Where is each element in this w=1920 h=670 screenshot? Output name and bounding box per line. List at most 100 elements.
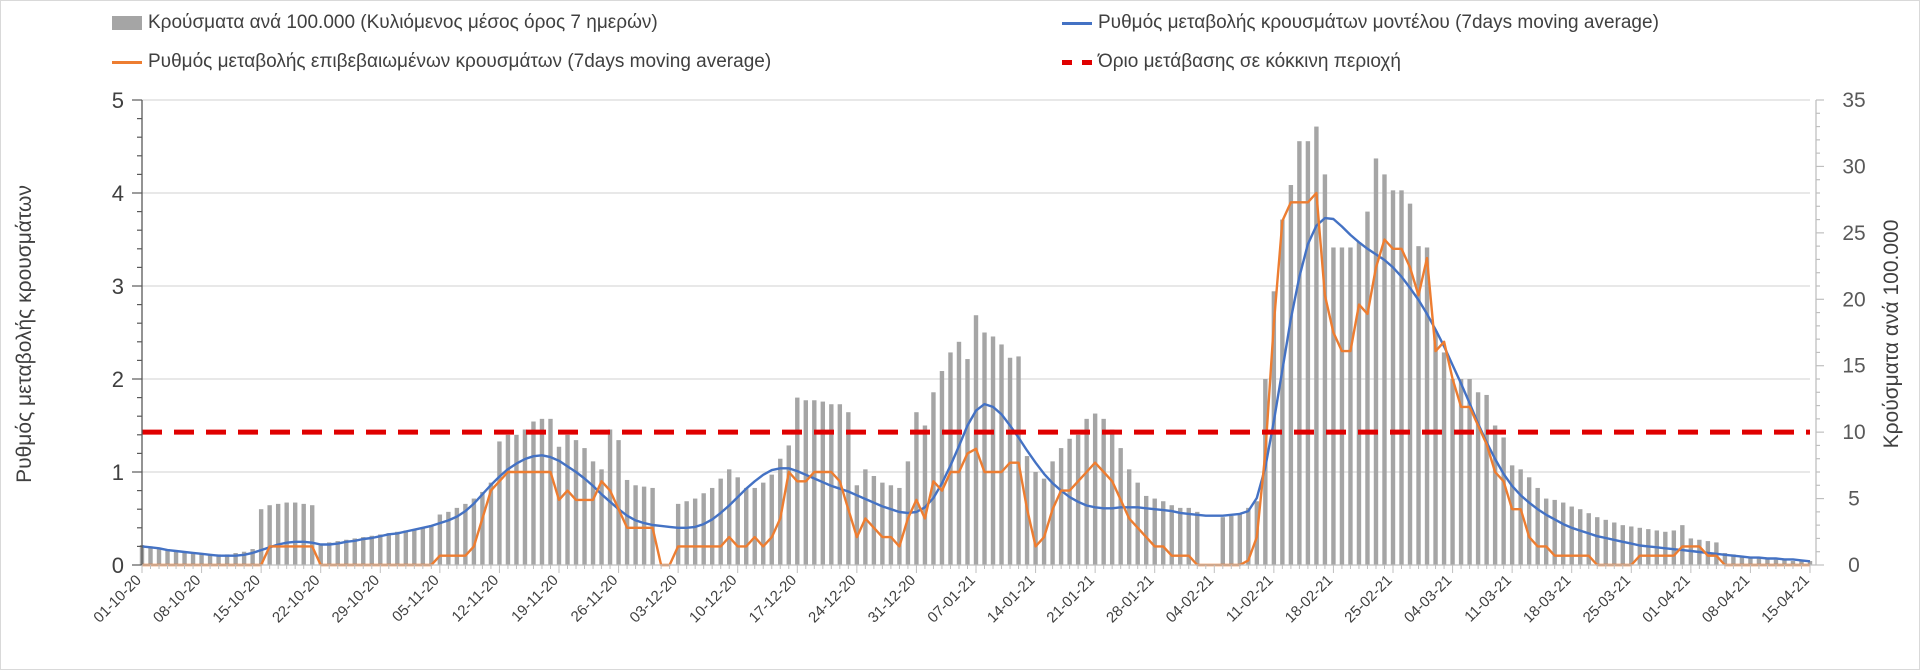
bar bbox=[1561, 502, 1566, 565]
bar bbox=[1569, 506, 1574, 565]
x-tick-label: 15-04-21 bbox=[1758, 572, 1812, 626]
bar bbox=[1629, 526, 1634, 565]
bar bbox=[361, 537, 366, 565]
bar bbox=[956, 341, 962, 565]
bar bbox=[182, 551, 187, 565]
bar bbox=[982, 332, 987, 565]
bar bbox=[599, 469, 604, 565]
x-tick-label: 31-12-20 bbox=[865, 572, 919, 626]
bar bbox=[1084, 418, 1089, 565]
bar bbox=[480, 491, 485, 565]
x-tick-label: 25-03-21 bbox=[1580, 572, 1634, 626]
bar bbox=[1458, 379, 1464, 565]
legend-item-confirmed: Ρυθμός μεταβολής επιβεβαιωμένων κρουσμάτ… bbox=[112, 51, 771, 73]
bar bbox=[1586, 513, 1591, 565]
bar bbox=[1041, 478, 1047, 565]
bar bbox=[1092, 413, 1098, 565]
right-tick-label: 20 bbox=[1842, 288, 1865, 311]
bar bbox=[156, 547, 162, 565]
bar bbox=[1578, 509, 1583, 565]
bar bbox=[1543, 498, 1549, 565]
bar bbox=[335, 541, 340, 565]
x-tick-label: 24-12-20 bbox=[805, 572, 859, 626]
bar bbox=[1033, 472, 1038, 565]
bar bbox=[1535, 487, 1540, 565]
bar bbox=[1450, 379, 1455, 565]
bar bbox=[378, 534, 383, 565]
legend-swatch-dashed bbox=[1062, 59, 1092, 65]
bar bbox=[412, 529, 417, 565]
x-tick-label: 10-12-20 bbox=[686, 572, 740, 626]
bar bbox=[1790, 561, 1796, 565]
bar bbox=[1603, 519, 1608, 565]
bar bbox=[1135, 482, 1140, 565]
bar bbox=[1748, 557, 1753, 565]
bar bbox=[1280, 219, 1285, 566]
bar bbox=[973, 315, 979, 565]
x-tick-label: 04-02-21 bbox=[1163, 572, 1217, 626]
left-tick-label: 3 bbox=[112, 274, 124, 299]
bar bbox=[165, 549, 170, 565]
bar bbox=[1765, 558, 1770, 565]
x-tick-label: 14-01-21 bbox=[984, 572, 1038, 626]
bar bbox=[1773, 559, 1779, 565]
bar bbox=[539, 418, 545, 565]
bar bbox=[761, 482, 766, 565]
bar bbox=[1680, 525, 1685, 565]
bar bbox=[1339, 247, 1345, 565]
bar bbox=[701, 493, 706, 565]
bar bbox=[1109, 429, 1115, 565]
bar bbox=[310, 505, 315, 565]
bar bbox=[1229, 515, 1234, 565]
bar bbox=[420, 527, 426, 565]
bar bbox=[369, 535, 374, 565]
bar bbox=[1467, 379, 1472, 565]
bar bbox=[1161, 501, 1166, 565]
bar bbox=[1058, 448, 1064, 565]
bar bbox=[931, 392, 936, 565]
bar bbox=[446, 511, 451, 565]
bar bbox=[1756, 558, 1762, 565]
x-tick-label: 07-01-21 bbox=[924, 572, 978, 626]
bar bbox=[692, 498, 698, 565]
bar bbox=[1288, 185, 1294, 565]
bar bbox=[1067, 438, 1072, 565]
bar bbox=[1195, 511, 1200, 565]
bar bbox=[1433, 331, 1438, 565]
x-tick-label: 01-04-21 bbox=[1639, 572, 1693, 626]
bar bbox=[241, 551, 247, 565]
right-tick-label: 25 bbox=[1842, 222, 1865, 245]
bar bbox=[650, 487, 655, 565]
bar bbox=[471, 498, 477, 565]
model-rate-line bbox=[141, 216, 1811, 563]
x-tick-label: 25-02-21 bbox=[1341, 572, 1395, 626]
bar bbox=[395, 531, 400, 565]
bar bbox=[548, 418, 553, 565]
bar bbox=[914, 412, 919, 565]
right-tick-label: 10 bbox=[1842, 421, 1865, 444]
bar bbox=[1271, 291, 1277, 565]
bar bbox=[1246, 507, 1251, 565]
bar bbox=[1518, 469, 1523, 565]
bar bbox=[1739, 555, 1745, 565]
bar bbox=[1331, 247, 1336, 565]
bar bbox=[437, 514, 443, 565]
legend-item-model: Ρυθμός μεταβολής κρουσμάτων μοντέλου (7d… bbox=[1062, 12, 1659, 34]
x-tick-label: 11-03-21 bbox=[1461, 572, 1515, 626]
legend-swatch-line bbox=[1062, 21, 1092, 25]
x-tick-label: 08-10-20 bbox=[150, 572, 204, 626]
bar bbox=[1322, 174, 1328, 565]
x-tick-label: 29-10-20 bbox=[329, 572, 383, 626]
bar bbox=[352, 538, 357, 565]
bar bbox=[148, 546, 153, 565]
bar bbox=[275, 503, 281, 565]
bar bbox=[531, 421, 536, 565]
bar bbox=[1169, 505, 1174, 565]
bar bbox=[1671, 530, 1677, 565]
bar bbox=[1356, 242, 1362, 565]
bar bbox=[1186, 507, 1191, 565]
bar bbox=[1390, 190, 1396, 566]
bar bbox=[522, 429, 528, 565]
